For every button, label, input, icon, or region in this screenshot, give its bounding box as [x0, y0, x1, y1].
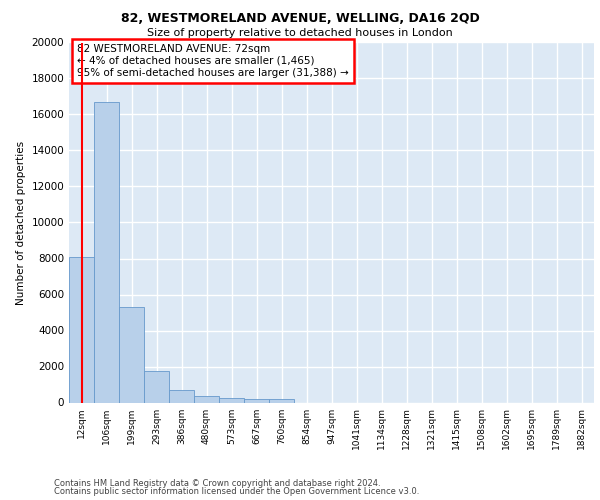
- Text: Contains HM Land Registry data © Crown copyright and database right 2024.: Contains HM Land Registry data © Crown c…: [54, 478, 380, 488]
- Bar: [219, 398, 244, 402]
- Bar: [269, 400, 294, 402]
- Bar: [94, 102, 119, 403]
- Bar: [69, 256, 94, 402]
- Bar: [119, 307, 144, 402]
- Y-axis label: Number of detached properties: Number of detached properties: [16, 140, 26, 304]
- Text: Size of property relative to detached houses in London: Size of property relative to detached ho…: [147, 28, 453, 38]
- Bar: [244, 399, 269, 402]
- Text: 82 WESTMORELAND AVENUE: 72sqm
← 4% of detached houses are smaller (1,465)
95% of: 82 WESTMORELAND AVENUE: 72sqm ← 4% of de…: [77, 44, 349, 78]
- Bar: [194, 396, 219, 402]
- Bar: [144, 371, 169, 402]
- Bar: [169, 390, 194, 402]
- Text: Contains public sector information licensed under the Open Government Licence v3: Contains public sector information licen…: [54, 487, 419, 496]
- Text: 82, WESTMORELAND AVENUE, WELLING, DA16 2QD: 82, WESTMORELAND AVENUE, WELLING, DA16 2…: [121, 12, 479, 26]
